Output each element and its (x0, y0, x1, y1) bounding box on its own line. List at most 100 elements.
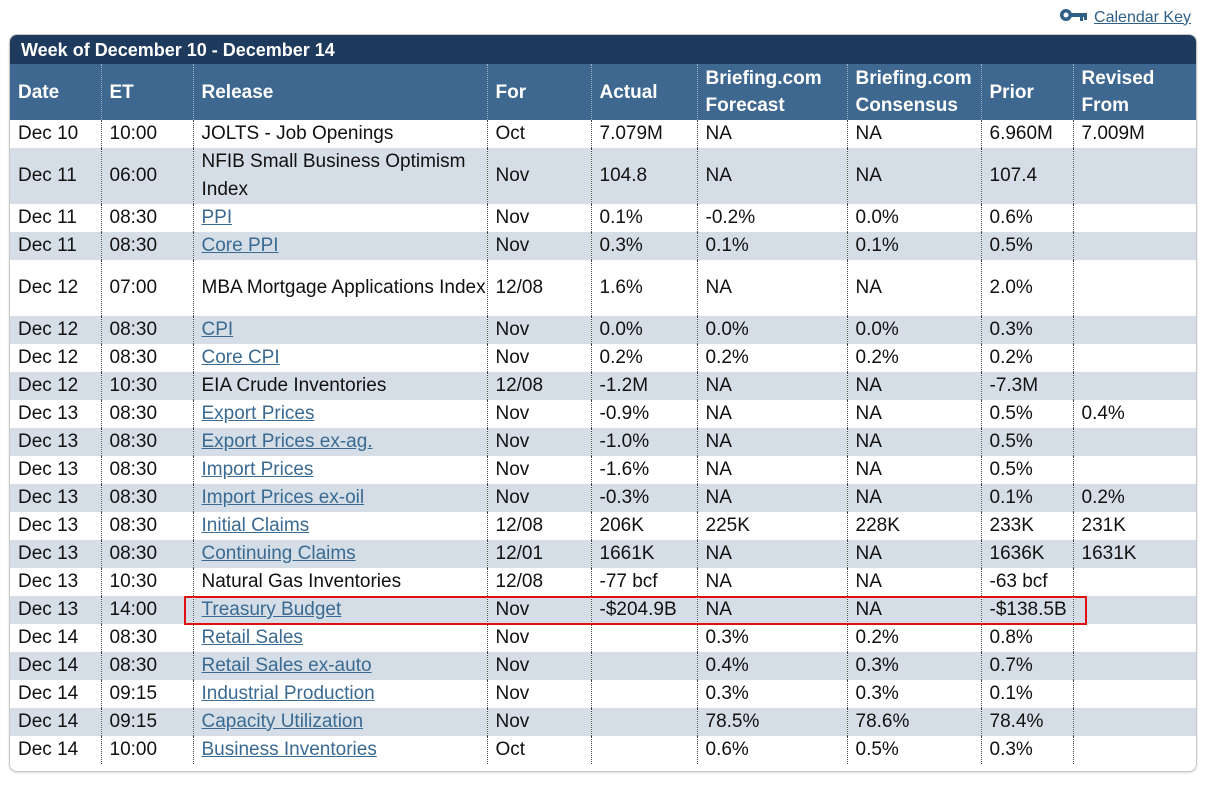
release-link[interactable]: Import Prices ex-oil (201, 487, 365, 508)
cell-for: Oct (486, 736, 591, 764)
cell-release: Import Prices (192, 456, 487, 484)
cell-consensus: NA (846, 148, 981, 204)
cell-revised (1072, 316, 1196, 344)
cell-date: Dec 14 (18, 739, 79, 760)
release-link[interactable]: Capacity Utilization (201, 711, 364, 732)
cell-prior: 0.7% (980, 652, 1073, 680)
cell-consensus: 0.2% (846, 624, 981, 652)
cell-forecast: NA (696, 428, 847, 456)
cell-consensus: 0.0% (846, 204, 981, 232)
cell-prior: 107.4 (980, 148, 1073, 204)
cell-for: Nov (486, 428, 591, 456)
cell-revised: 231K (1072, 512, 1196, 540)
cell-et: 14:00 (100, 596, 193, 624)
cell-release: Business Inventories (192, 736, 487, 764)
cell-release: Import Prices ex-oil (192, 484, 487, 512)
cell-prior: -63 bcf (980, 568, 1073, 596)
col-header-prior: Prior (980, 64, 1073, 120)
release-link[interactable]: CPI (201, 319, 234, 340)
cell-forecast: NA (696, 400, 847, 428)
col-header-forecast: Briefing.com Forecast (696, 64, 847, 120)
cell-actual: 0.0% (590, 316, 697, 344)
table-row: Dec 13 08:30 Export Prices ex-ag. Nov -1.0% N… (10, 428, 1196, 456)
table-row: Dec 12 08:30 Core CPI Nov 0.2% 0.2% 0.2% 0.2% (10, 344, 1196, 372)
cell-forecast: NA (696, 484, 847, 512)
table-row: Dec 13 08:30 Export Prices Nov -0.9% NA NA 0.5%… (10, 400, 1196, 428)
cell-actual (590, 680, 697, 708)
cell-release: NFIB Small Business Optimism Index (192, 148, 487, 204)
table-row: Dec 11 06:00 NFIB Small Business Optimism … (10, 148, 1196, 204)
cell-release: Initial Claims (192, 512, 487, 540)
cell-prior: 0.5% (980, 428, 1073, 456)
release-link[interactable]: Retail Sales (201, 627, 303, 648)
cell-consensus: NA (846, 568, 981, 596)
economic-calendar-table: Date ET Release For Actual Briefing.com F… (10, 64, 1196, 764)
cell-date: Dec 13 (10, 540, 101, 568)
cell-revised (1072, 596, 1196, 624)
header-row: Date ET Release For Actual Briefing.com F… (10, 64, 1196, 120)
release-link[interactable]: Core CPI (201, 347, 280, 368)
cell-forecast: NA (696, 372, 847, 400)
cell-for: Nov (486, 456, 591, 484)
cell-actual: -77 bcf (590, 568, 697, 596)
cell-et: 10:00 (100, 120, 193, 148)
cell-actual: -1.6% (590, 456, 697, 484)
cell-et: 10:30 (100, 372, 193, 400)
cell-date: Dec 13 (18, 403, 79, 424)
cell-prior: 0.3% (980, 736, 1073, 764)
release-link[interactable]: Treasury Budget (201, 599, 342, 620)
cell-actual: 104.8 (590, 148, 697, 204)
cell-revised (1072, 428, 1196, 456)
cell-release: Continuing Claims (192, 540, 487, 568)
table-row: Dec 13 10:30 Natural Gas Inventories 12/08-… (10, 568, 1196, 596)
cell-prior: 0.2% (980, 344, 1073, 372)
table-row: Dec 12 08:30 CPI Nov 0.0% 0.0% 0.0% 0.3% (10, 316, 1196, 344)
release-link[interactable]: Export Prices (201, 403, 315, 424)
table-row: Dec 14 08:30 Retail Sales Nov 0.3% 0.2% 0.8% (10, 624, 1196, 652)
cell-actual: 0.1% (590, 204, 697, 232)
release-link[interactable]: Import Prices (201, 459, 314, 480)
calendar-key-link[interactable]: Calendar Key (1058, 6, 1191, 29)
cell-revised (1072, 344, 1196, 372)
cell-date: Dec 13 (10, 596, 101, 624)
cell-consensus: NA (846, 400, 981, 428)
release-link[interactable]: Export Prices ex-ag. (201, 431, 373, 452)
cell-consensus: NA (846, 596, 981, 624)
cell-release: PPI (192, 204, 487, 232)
cell-forecast: NA (696, 596, 847, 624)
cell-actual: 7.079M (590, 120, 697, 148)
cell-forecast: NA (696, 148, 847, 204)
cell-for: Nov (486, 400, 591, 428)
cell-release: Retail Sales (192, 624, 487, 652)
cell-forecast: 0.2% (696, 344, 847, 372)
cell-release: Capacity Utilization (192, 708, 487, 736)
cell-revised: 0.2% (1072, 484, 1196, 512)
cell-forecast: 0.0% (696, 316, 847, 344)
release-link[interactable]: Industrial Production (201, 683, 375, 704)
release-link[interactable]: Retail Sales ex-auto (201, 655, 372, 676)
cell-prior: 0.1% (980, 484, 1073, 512)
release-link[interactable]: Continuing Claims (201, 543, 356, 564)
cell-prior: -$138.5B (980, 596, 1073, 624)
cell-actual: -0.9% (590, 400, 697, 428)
cell-revised (1072, 708, 1196, 736)
cell-date: Dec 13 (18, 459, 79, 480)
calendar-key-label[interactable]: Calendar Key (1094, 8, 1191, 26)
cell-date: Dec 12 (10, 316, 101, 344)
economic-calendar-panel: Week of December 10 - December 14 Date E… (9, 34, 1197, 772)
release-link[interactable]: Initial Claims (201, 515, 310, 536)
cell-actual (590, 736, 697, 764)
cell-forecast: 0.6% (696, 736, 847, 764)
cell-forecast: -0.2% (696, 204, 847, 232)
cell-release: Core CPI (192, 344, 487, 372)
release-link[interactable]: Business Inventories (201, 739, 377, 760)
cell-date: Dec 10 (18, 123, 79, 144)
cell-prior: 6.960M (980, 120, 1073, 148)
table-row: Dec 13 08:30 Initial Claims 12/08 206K 225K 22… (10, 512, 1196, 540)
cell-date: Dec 11 (10, 232, 101, 260)
cell-et: 08:30 (100, 428, 193, 456)
release-link[interactable]: Core PPI (201, 235, 279, 256)
cell-revised (1072, 624, 1196, 652)
release-link[interactable]: PPI (201, 207, 233, 228)
cell-for: Nov (486, 652, 591, 680)
